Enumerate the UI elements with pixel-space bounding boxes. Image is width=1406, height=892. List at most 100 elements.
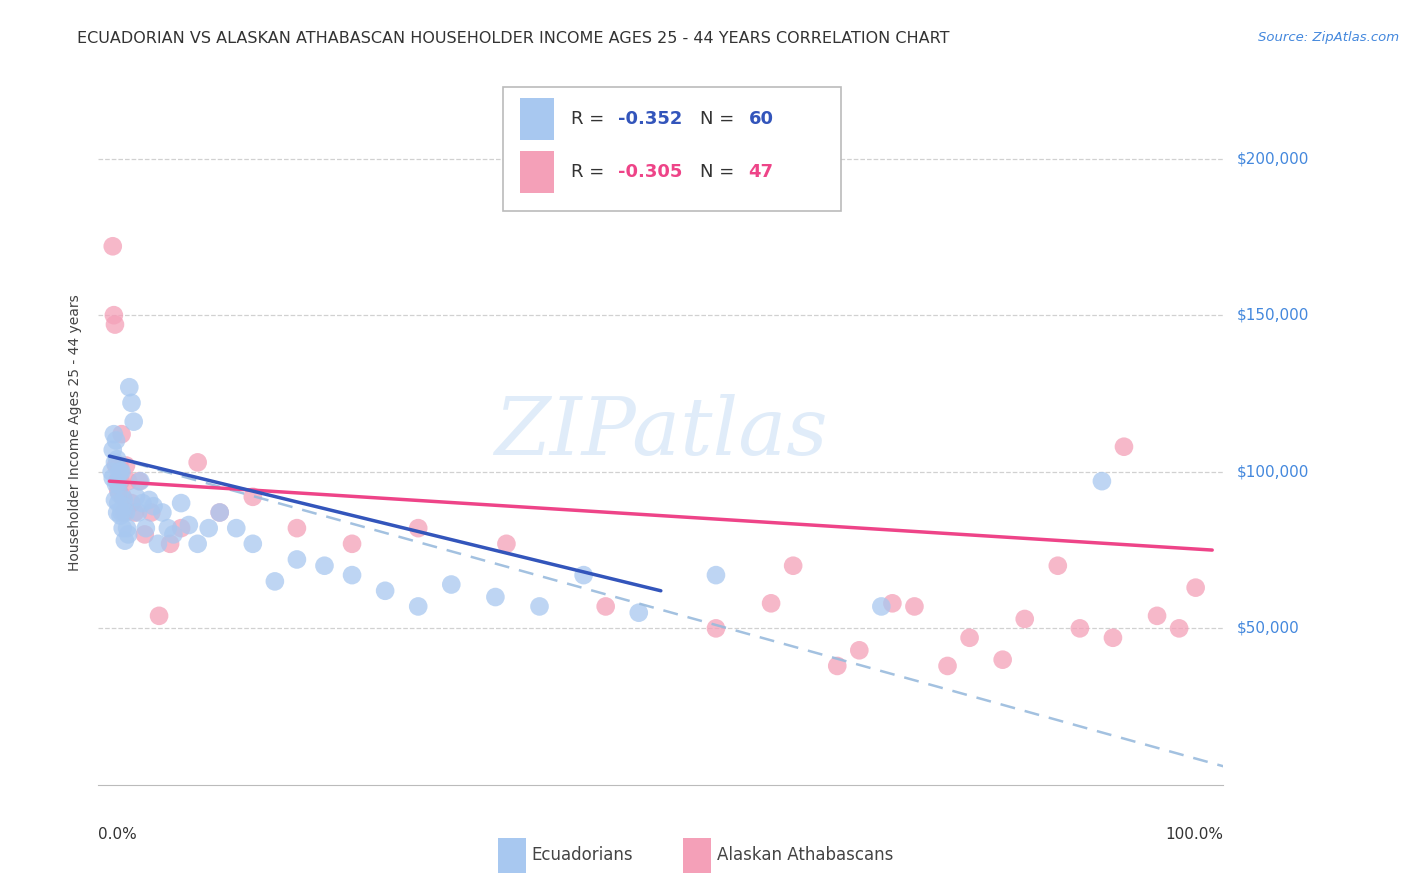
Point bbox=[882, 596, 904, 610]
Point bbox=[105, 458, 128, 473]
Bar bbox=[520, 98, 554, 140]
Text: R =: R = bbox=[571, 163, 610, 181]
Bar bbox=[683, 838, 711, 873]
Point bbox=[991, 653, 1014, 667]
Point bbox=[782, 558, 804, 573]
Point bbox=[1091, 474, 1114, 488]
Point bbox=[124, 506, 146, 520]
Point bbox=[121, 396, 143, 410]
Point bbox=[110, 465, 132, 479]
Point bbox=[406, 521, 429, 535]
Point bbox=[208, 506, 231, 520]
Bar bbox=[498, 838, 526, 873]
Point bbox=[242, 490, 264, 504]
Point bbox=[285, 521, 308, 535]
Text: -0.352: -0.352 bbox=[619, 110, 682, 128]
Point bbox=[131, 496, 153, 510]
Point bbox=[108, 465, 131, 479]
Point bbox=[340, 568, 363, 582]
Text: ECUADORIAN VS ALASKAN ATHABASCAN HOUSEHOLDER INCOME AGES 25 - 44 YEARS CORRELATI: ECUADORIAN VS ALASKAN ATHABASCAN HOUSEHO… bbox=[77, 31, 950, 46]
Point bbox=[936, 659, 959, 673]
Point bbox=[110, 506, 132, 520]
Text: $200,000: $200,000 bbox=[1237, 151, 1309, 166]
Point bbox=[704, 568, 727, 582]
Point bbox=[1146, 608, 1168, 623]
Point bbox=[112, 492, 135, 507]
Point bbox=[122, 415, 145, 429]
Point bbox=[484, 590, 506, 604]
Point bbox=[187, 455, 209, 469]
Point bbox=[285, 552, 308, 566]
Point bbox=[1046, 558, 1069, 573]
Point bbox=[177, 518, 200, 533]
Point bbox=[107, 496, 129, 510]
Point bbox=[627, 606, 650, 620]
Text: 100.0%: 100.0% bbox=[1166, 827, 1223, 842]
Point bbox=[138, 492, 160, 507]
Point bbox=[340, 537, 363, 551]
Point bbox=[1112, 440, 1135, 454]
Point bbox=[225, 521, 247, 535]
Point bbox=[848, 643, 870, 657]
Point bbox=[115, 521, 138, 535]
Point bbox=[141, 506, 163, 520]
Point bbox=[101, 471, 124, 485]
Text: N =: N = bbox=[700, 110, 740, 128]
Point bbox=[114, 533, 136, 548]
Point bbox=[100, 465, 122, 479]
Text: ZIPatlas: ZIPatlas bbox=[494, 394, 828, 471]
Text: -0.305: -0.305 bbox=[619, 163, 682, 181]
Point bbox=[125, 490, 148, 504]
Point bbox=[104, 455, 127, 469]
Point bbox=[103, 427, 125, 442]
Point bbox=[134, 527, 156, 541]
Point bbox=[117, 527, 139, 541]
Point bbox=[128, 474, 150, 488]
Point bbox=[135, 521, 157, 535]
Text: N =: N = bbox=[700, 163, 740, 181]
Point bbox=[101, 442, 124, 457]
Point bbox=[1184, 581, 1206, 595]
Point bbox=[101, 239, 124, 253]
Point bbox=[118, 380, 141, 394]
Point bbox=[1168, 621, 1191, 635]
Point bbox=[115, 458, 138, 473]
Point bbox=[406, 599, 429, 614]
Point bbox=[104, 318, 127, 332]
Point bbox=[117, 474, 139, 488]
Point bbox=[129, 474, 152, 488]
Point bbox=[108, 458, 131, 473]
Point bbox=[156, 521, 179, 535]
Point bbox=[110, 427, 132, 442]
Point bbox=[170, 521, 193, 535]
Point bbox=[159, 537, 181, 551]
Point bbox=[107, 483, 129, 498]
Point bbox=[197, 521, 219, 535]
Point bbox=[374, 583, 396, 598]
Point bbox=[595, 599, 617, 614]
Text: 47: 47 bbox=[748, 163, 773, 181]
Point bbox=[529, 599, 551, 614]
Point bbox=[103, 308, 125, 322]
Point bbox=[903, 599, 925, 614]
Point bbox=[111, 490, 134, 504]
Text: $100,000: $100,000 bbox=[1237, 464, 1309, 479]
Point bbox=[1069, 621, 1091, 635]
Point bbox=[108, 486, 131, 500]
FancyBboxPatch shape bbox=[503, 87, 841, 211]
Point bbox=[242, 537, 264, 551]
Point bbox=[704, 621, 727, 635]
Point bbox=[121, 496, 143, 510]
Point bbox=[104, 492, 127, 507]
Point bbox=[105, 452, 128, 467]
Point bbox=[150, 506, 173, 520]
Point bbox=[115, 506, 138, 520]
Point bbox=[105, 477, 128, 491]
Point bbox=[107, 477, 129, 491]
Point bbox=[162, 527, 184, 541]
Point bbox=[440, 577, 463, 591]
Text: 60: 60 bbox=[748, 110, 773, 128]
Point bbox=[110, 465, 132, 479]
Point bbox=[208, 506, 231, 520]
Point bbox=[111, 521, 134, 535]
